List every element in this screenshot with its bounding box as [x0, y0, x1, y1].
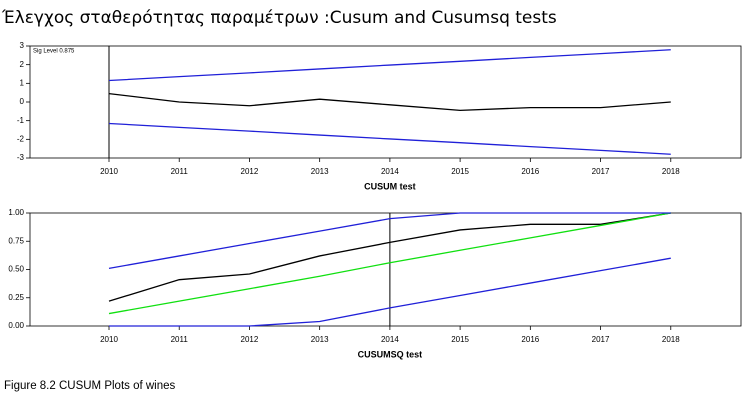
x-tick-label: 2018	[662, 167, 680, 176]
y-tick-label: 2	[20, 60, 25, 69]
y-tick-label: 0.50	[8, 265, 24, 274]
x-tick-label: 2010	[100, 167, 118, 176]
x-tick-label: 2017	[592, 335, 610, 344]
page-title: Έλεγχος σταθερότητας παραμέτρων :Cusum a…	[1, 8, 557, 28]
x-tick-label: 2011	[171, 167, 189, 176]
x-tick-label: 2015	[451, 335, 469, 344]
y-tick-label: -1	[17, 116, 25, 125]
x-tick-label: 2017	[592, 167, 610, 176]
series-line	[108, 49, 671, 82]
series-line	[108, 212, 671, 270]
x-tick-label: 2016	[521, 167, 539, 176]
x-tick-label: 2018	[662, 335, 680, 344]
y-tick-label: -3	[17, 153, 25, 162]
y-tick-label: 0	[20, 97, 25, 106]
series-line	[108, 122, 671, 155]
series-line	[109, 257, 671, 327]
x-tick-label: 2014	[381, 167, 399, 176]
y-tick-label: 3	[20, 41, 25, 50]
figure-caption: Figure 8.2 CUSUM Plots of wines	[4, 380, 176, 392]
y-tick-label: -2	[17, 134, 25, 143]
x-tick-label: 2013	[311, 167, 329, 176]
y-tick-label: 1.00	[8, 208, 24, 217]
x-tick-label: 2016	[521, 335, 539, 344]
x-tick-label: 2010	[100, 335, 118, 344]
x-tick-label: 2012	[241, 335, 259, 344]
sig-level-note: Sig Level 0.875	[33, 49, 75, 55]
series-line	[108, 212, 671, 302]
x-tick-label: 2015	[451, 167, 469, 176]
series-line	[108, 212, 671, 315]
y-tick-label: 0.00	[8, 321, 24, 330]
x-axis-label: CUSUM test	[364, 181, 416, 191]
y-tick-label: 0.25	[8, 293, 24, 302]
x-axis-label: CUSUMSQ test	[358, 349, 423, 359]
y-tick-label: 0.75	[8, 236, 24, 245]
x-tick-label: 2014	[381, 335, 399, 344]
y-tick-label: 1	[20, 78, 25, 87]
series-line	[108, 92, 671, 112]
x-tick-label: 2012	[241, 167, 259, 176]
plot-frame	[29, 45, 742, 159]
x-tick-label: 2011	[171, 335, 189, 344]
x-tick-label: 2013	[311, 335, 329, 344]
